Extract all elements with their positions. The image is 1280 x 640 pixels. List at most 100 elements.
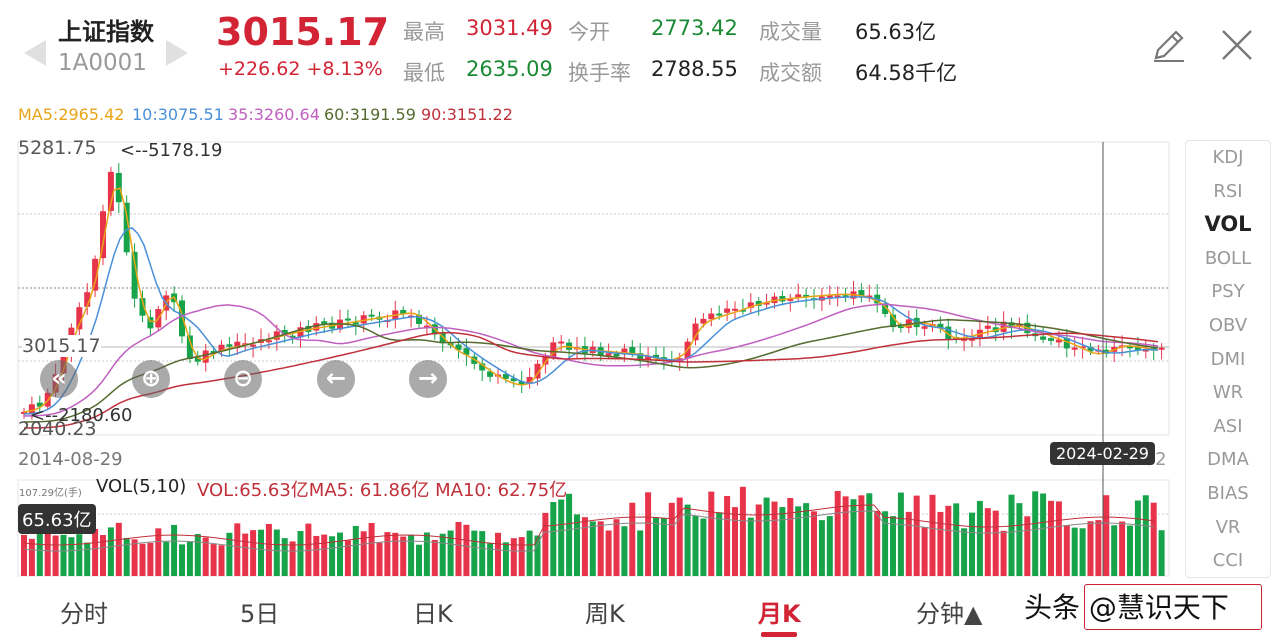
open-value: 2773.42 <box>651 16 738 40</box>
volume-bar <box>28 538 35 576</box>
scroll-left-end-button[interactable]: « <box>40 360 78 398</box>
candle <box>1000 321 1007 332</box>
volume-bar <box>811 511 817 576</box>
zoom-in-button[interactable]: ⊕ <box>132 360 170 398</box>
volume-bar <box>724 496 731 576</box>
volume-value: 65.63亿 <box>855 20 937 44</box>
volume-bar <box>668 502 675 576</box>
indicator-cci[interactable]: CCI <box>1212 550 1244 572</box>
volume-bar <box>1032 491 1039 576</box>
volume-bar <box>455 521 462 576</box>
indicator-obv[interactable]: OBV <box>1208 314 1248 336</box>
volume-bar <box>52 535 59 576</box>
volume-bar <box>479 531 486 576</box>
volume-bar <box>874 510 881 576</box>
volume-bar <box>431 539 438 576</box>
candle <box>84 292 91 307</box>
double-chevron-left-icon: « <box>51 364 67 392</box>
indicator-asi[interactable]: ASI <box>1213 415 1243 437</box>
tab-intraday[interactable]: 分时 <box>60 600 108 628</box>
candle <box>1142 349 1149 352</box>
indicator-vr[interactable]: VR <box>1215 516 1241 538</box>
price-axis-bottom: 2040.23 <box>18 418 97 440</box>
kline-chart[interactable] <box>0 0 1180 578</box>
volume-bar <box>597 521 604 576</box>
current-price: 3015.17 <box>216 10 390 54</box>
quote-header: 上证指数 1A0001 3015.17 +226.62 +8.13% 最高 30… <box>0 0 1280 95</box>
prev-stock-arrow-icon[interactable] <box>24 40 46 66</box>
close-icon[interactable] <box>1220 28 1254 62</box>
tab-5day[interactable]: 5日 <box>240 600 280 628</box>
volume-bar <box>834 491 841 576</box>
candle <box>645 356 652 360</box>
candle <box>621 348 628 355</box>
ma90-legend: 90:3151.22 <box>421 105 513 124</box>
volume-bar <box>1016 503 1023 576</box>
volume-bar <box>194 534 201 576</box>
change-amount: +226.62 <box>218 58 301 80</box>
volume-bar <box>700 518 707 576</box>
volume-ma-lines <box>23 504 1155 552</box>
volume-bar <box>163 541 170 576</box>
volume-bar <box>1134 500 1141 576</box>
volume-bar <box>155 528 162 576</box>
candle <box>273 331 280 340</box>
zoom-out-icon: ⊖ <box>232 364 254 392</box>
indicator-bias[interactable]: BIAS <box>1207 482 1249 504</box>
volume-bar <box>787 497 794 576</box>
indicator-dmi[interactable]: DMI <box>1210 348 1246 370</box>
volume-bar <box>337 532 343 576</box>
volume-bar <box>589 521 596 576</box>
volume-bar <box>969 512 975 576</box>
indicator-kdj[interactable]: KDJ <box>1212 147 1244 168</box>
tab-weekly-k[interactable]: 周K <box>585 600 625 628</box>
indicator-rsi[interactable]: RSI <box>1213 180 1243 202</box>
indicator-wr[interactable]: WR <box>1212 382 1244 404</box>
candle <box>795 294 802 298</box>
candle <box>921 326 928 329</box>
volume-bar <box>400 536 407 576</box>
candle <box>76 307 83 330</box>
volume-bar <box>566 493 573 576</box>
indicator-dma[interactable]: DMA <box>1207 449 1249 471</box>
turnover-value: 2788.55 <box>651 57 738 81</box>
candle <box>147 317 154 329</box>
edit-pencil-icon[interactable] <box>1150 26 1188 64</box>
volume-bar <box>131 539 138 576</box>
next-stock-arrow-icon[interactable] <box>166 40 188 66</box>
volume-bar <box>984 508 991 576</box>
tab-daily-k[interactable]: 日K <box>413 600 453 628</box>
price-axis-current: 3015.17 <box>22 335 101 357</box>
ma5-legend: MA5:2965.42 <box>18 105 125 124</box>
volume-bar <box>613 519 620 576</box>
candle <box>747 302 754 308</box>
volume-bar <box>542 512 549 576</box>
stock-code: 1A0001 <box>58 50 147 76</box>
candle <box>1063 337 1070 349</box>
indicator-psy[interactable]: PSY <box>1211 281 1245 303</box>
indicator-boll[interactable]: BOLL <box>1204 247 1252 269</box>
zoom-out-button[interactable]: ⊖ <box>224 360 262 398</box>
volume-bar <box>281 538 288 576</box>
volume-bar <box>76 534 83 576</box>
candle <box>1134 347 1141 351</box>
candle <box>897 325 904 329</box>
candle <box>890 314 896 328</box>
scroll-left-button[interactable]: ← <box>317 360 355 398</box>
ma5-line <box>23 187 1159 413</box>
volume-bar <box>629 502 636 576</box>
volume-bar <box>858 495 865 576</box>
volume-bar <box>826 516 833 576</box>
scroll-right-button[interactable]: → <box>409 360 447 398</box>
candle <box>1008 322 1015 329</box>
volume-bar <box>344 540 351 576</box>
tab-minute[interactable]: 分钟▲ <box>916 600 983 628</box>
candle <box>732 308 738 311</box>
volume-bar <box>60 534 67 576</box>
volume-bar <box>937 511 944 576</box>
volume-label: 成交量 <box>759 20 822 44</box>
moving-average-lines <box>23 187 1159 429</box>
candle <box>653 354 659 358</box>
indicator-vol[interactable]: VOL <box>1204 212 1252 237</box>
tab-monthly-k[interactable]: 月K <box>758 600 801 628</box>
